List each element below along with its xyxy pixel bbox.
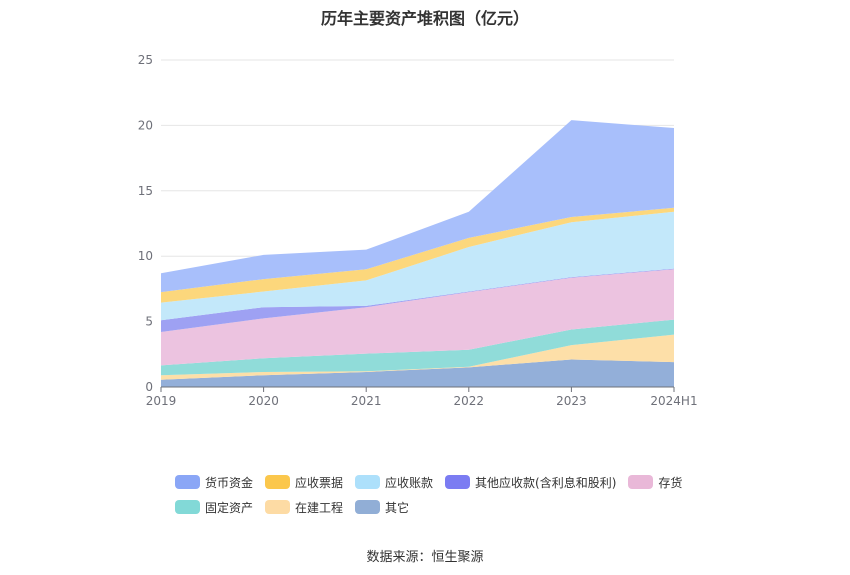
legend-item-inventory[interactable]: 存货 <box>628 474 682 490</box>
y-tick-label: 15 <box>138 184 153 198</box>
x-tick-label: 2019 <box>146 394 177 408</box>
legend-item-cash[interactable]: 货币资金 <box>175 474 253 490</box>
legend-label: 其它 <box>385 500 410 515</box>
legend-label: 货币资金 <box>205 475 254 490</box>
area-series-2 <box>161 319 674 376</box>
legend-swatch <box>175 500 200 514</box>
area-series-group <box>161 120 674 387</box>
y-tick-label: 25 <box>138 53 153 67</box>
legend-swatch <box>355 500 381 514</box>
legend: 货币资金 应收票据 应收账款 其他应收款(含利息和股利) 存货 固定资产 在建工… <box>175 474 695 515</box>
legend-item-other[interactable]: 其它 <box>355 499 409 515</box>
legend-item-accounts-receivable[interactable]: 应收账款 <box>355 474 433 490</box>
y-tick-label: 10 <box>138 249 153 263</box>
legend-swatch <box>628 475 654 489</box>
legend-item-fixed-assets[interactable]: 固定资产 <box>175 499 253 515</box>
legend-label: 在建工程 <box>295 500 344 515</box>
legend-item-notes-receivable[interactable]: 应收票据 <box>265 474 343 490</box>
x-tick-label: 2022 <box>454 394 485 408</box>
area-series-1 <box>161 334 674 380</box>
chart-title: 历年主要资产堆积图（亿元） <box>320 9 529 28</box>
legend-item-construction-in-progress[interactable]: 在建工程 <box>265 499 343 515</box>
legend-swatch <box>445 475 471 489</box>
y-tick-label: 0 <box>145 380 153 394</box>
area-series-0 <box>161 359 674 387</box>
data-source: 数据来源：恒生聚源 <box>366 550 484 565</box>
x-tick-label: 2024H1 <box>650 394 697 408</box>
y-tick-label: 20 <box>138 118 153 132</box>
legend-label: 其他应收款(含利息和股利) <box>475 475 617 490</box>
legend-item-other-receivables[interactable]: 其他应收款(含利息和股利) <box>445 474 616 490</box>
legend-swatch <box>265 475 291 489</box>
y-tick-label: 5 <box>145 315 153 329</box>
legend-label: 存货 <box>658 475 683 490</box>
legend-swatch <box>175 475 200 489</box>
stacked-area-chart: 0 5 10 15 20 25 2019 2020 2021 2022 2023 2024H1 <box>138 53 698 408</box>
legend-label: 应收票据 <box>295 475 344 490</box>
x-tick-label: 2023 <box>556 394 587 408</box>
area-series-3 <box>161 269 674 366</box>
area-series-7 <box>161 120 674 293</box>
legend-swatch <box>265 500 291 514</box>
legend-label: 应收账款 <box>385 475 434 490</box>
legend-swatch <box>355 475 381 489</box>
axes: 0 5 10 15 20 25 2019 2020 2021 2022 2023 2024H1 <box>138 53 698 408</box>
area-series-5 <box>161 211 674 321</box>
area-series-6 <box>161 207 674 303</box>
x-tick-label: 2020 <box>248 394 279 408</box>
x-tick-label: 2021 <box>351 394 382 408</box>
legend-label: 固定资产 <box>205 500 254 515</box>
